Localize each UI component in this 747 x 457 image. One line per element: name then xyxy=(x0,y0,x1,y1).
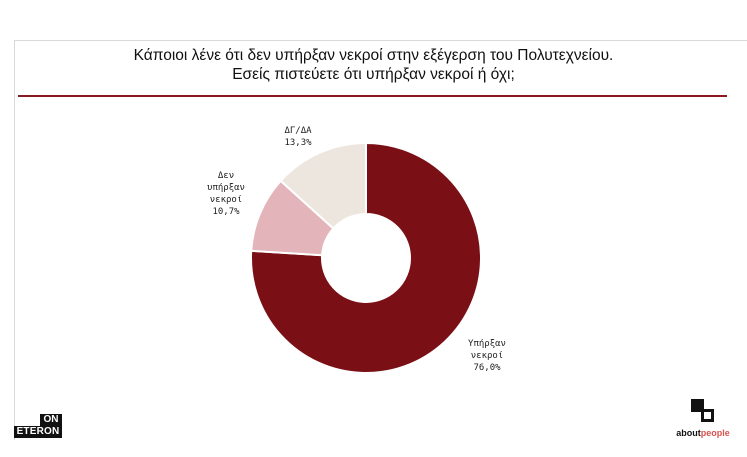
chart-title-line-2: Εσείς πιστεύετε ότι υπήρξαν νεκροί ή όχι… xyxy=(232,66,515,83)
chart-title: Κάποιοι λένε ότι δεν υπήρξαν νεκροί στην… xyxy=(0,46,747,84)
logo-people-text: people xyxy=(700,428,730,438)
slice-value-not-existed: 10,7% xyxy=(212,207,240,217)
slice-name-line-existed: Υπήρξαν xyxy=(468,339,506,349)
logo-about-text: about xyxy=(676,428,701,438)
slice-label-existed: Υπήρξαν νεκροί 76,0% xyxy=(468,339,506,373)
slice-existed xyxy=(250,141,482,374)
slice-label-dk-na: ΔΓ/ΔΑ 13,3% xyxy=(284,126,312,148)
title-divider xyxy=(18,95,727,97)
slice-name-line-not-existed: νεκροί xyxy=(210,195,243,205)
slice-value-dk-na: 13,3% xyxy=(284,138,312,148)
slice-name-line-existed: νεκροί xyxy=(471,351,504,361)
logo-eteron-text: ETERON xyxy=(14,426,62,438)
aboutpeople-logo: aboutpeople xyxy=(672,398,734,438)
on-eteron-logo: ON ETERON xyxy=(14,414,62,438)
frame-border-left xyxy=(14,40,15,440)
slice-value-existed: 76,0% xyxy=(473,363,501,373)
slice-name-line-dk-na: ΔΓ/ΔΑ xyxy=(284,126,312,136)
aboutpeople-wordmark: aboutpeople xyxy=(672,428,734,438)
slice-name-line-not-existed: Δεν xyxy=(218,171,234,181)
chart-title-line-1: Κάποιοι λένε ότι δεν υπήρξαν νεκροί στην… xyxy=(133,47,614,64)
aboutpeople-mark-icon xyxy=(691,399,714,422)
slice-name-line-not-existed: υπήρξαν xyxy=(207,183,245,193)
slice-label-not-existed: Δεν υπήρξαν νεκροί 10,7% xyxy=(207,171,245,217)
frame-border-top xyxy=(14,40,747,41)
logo-on-text: ON xyxy=(40,414,62,426)
slice-dk-na xyxy=(279,141,367,230)
